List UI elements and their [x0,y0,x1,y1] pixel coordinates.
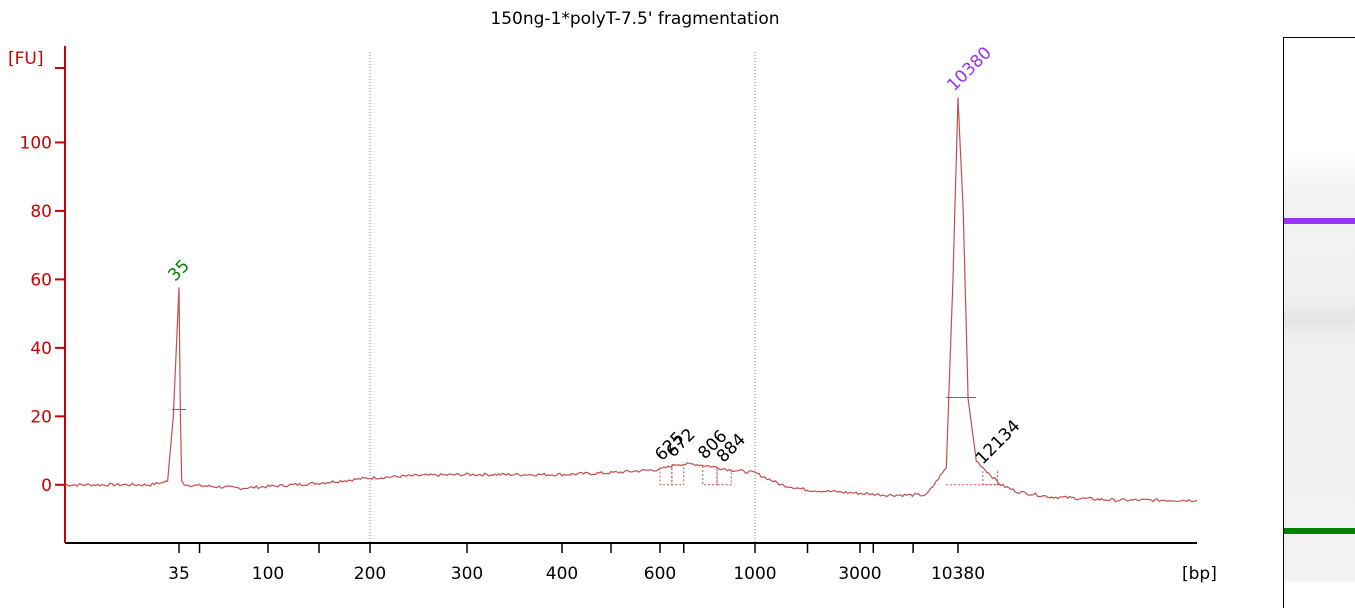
peak-label: 35 [164,256,193,285]
x-tick-label: 3000 [838,564,881,584]
gel-band-lower-marker [1284,528,1355,534]
y-axis-label: [FU] [8,49,44,69]
y-tick-label: 20 [30,407,52,427]
y-tick-label: 80 [30,202,52,222]
x-tick-label: 35 [168,564,190,584]
peak-label: 12134 [972,416,1024,468]
peak-label: 10380 [943,43,995,95]
peak-region [716,469,732,486]
x-tick-label: 10380 [931,564,985,584]
y-tick-label: 100 [20,133,52,153]
gridlines [369,52,756,543]
y-tick-label: 0 [41,476,52,496]
peak-region [671,464,685,486]
chart-title: 150ng-1*polyT-7.5' fragmentation [490,9,779,29]
y-tick-label: 60 [30,270,52,290]
peak-region [982,471,999,486]
x-tick-label: 1000 [733,564,776,584]
gel-lane [1283,37,1355,608]
peak-region [702,465,718,486]
x-tick-label: 600 [644,564,676,584]
electropherogram-trace [64,97,1198,503]
x-tick-label: 100 [252,564,284,584]
x-tick-label: 400 [546,564,578,584]
peak-region [659,467,673,486]
x-axis-label: [bp] [1182,564,1217,584]
x-tick-label: 200 [354,564,386,584]
y-tick-label: 40 [30,339,52,359]
electropherogram-chart: 150ng-1*polyT-7.5' fragmentation [FU] [b… [8,9,1217,584]
x-tick-label: 300 [451,564,483,584]
peak-region-markers [172,396,1001,486]
x-axis: 35 100 200 300 400 600 1000 3000 10380 [65,542,1197,584]
gel-band-upper-marker [1284,218,1355,224]
y-axis: 0 20 40 60 80 100 [20,46,66,543]
